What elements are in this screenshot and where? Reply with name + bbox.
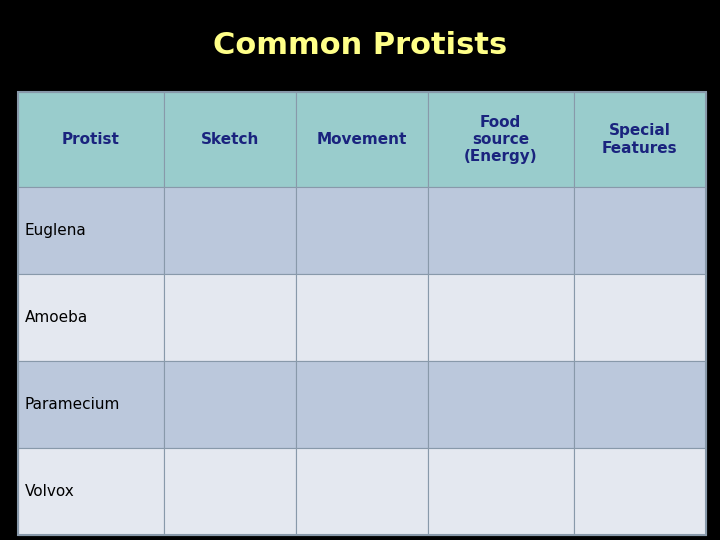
Text: Protist: Protist bbox=[62, 132, 120, 147]
Bar bbox=[296, 92, 428, 187]
Text: Amoeba: Amoeba bbox=[25, 310, 88, 325]
Bar bbox=[428, 361, 574, 448]
Bar bbox=[18, 448, 164, 535]
Bar bbox=[164, 187, 296, 274]
Bar bbox=[428, 187, 574, 274]
Bar bbox=[574, 187, 706, 274]
Bar bbox=[296, 361, 428, 448]
Bar bbox=[18, 361, 164, 448]
Bar bbox=[18, 92, 164, 187]
Text: Movement: Movement bbox=[317, 132, 407, 147]
Bar bbox=[164, 274, 296, 361]
Text: Sketch: Sketch bbox=[201, 132, 259, 147]
Bar bbox=[574, 361, 706, 448]
Bar bbox=[296, 187, 428, 274]
Bar bbox=[296, 448, 428, 535]
Text: Food
source
(Energy): Food source (Energy) bbox=[464, 114, 538, 164]
Bar bbox=[164, 361, 296, 448]
Bar bbox=[164, 92, 296, 187]
Bar bbox=[574, 274, 706, 361]
Bar bbox=[574, 448, 706, 535]
Bar bbox=[428, 274, 574, 361]
Text: Common Protists: Common Protists bbox=[213, 31, 507, 60]
Bar bbox=[18, 274, 164, 361]
Text: Volvox: Volvox bbox=[25, 484, 75, 498]
Text: Special
Features: Special Features bbox=[602, 123, 678, 156]
Text: Paramecium: Paramecium bbox=[25, 397, 120, 412]
Text: Euglena: Euglena bbox=[25, 223, 86, 238]
Bar bbox=[428, 448, 574, 535]
Bar bbox=[428, 92, 574, 187]
Bar bbox=[18, 187, 164, 274]
Bar bbox=[164, 448, 296, 535]
Bar bbox=[296, 274, 428, 361]
Bar bbox=[574, 92, 706, 187]
